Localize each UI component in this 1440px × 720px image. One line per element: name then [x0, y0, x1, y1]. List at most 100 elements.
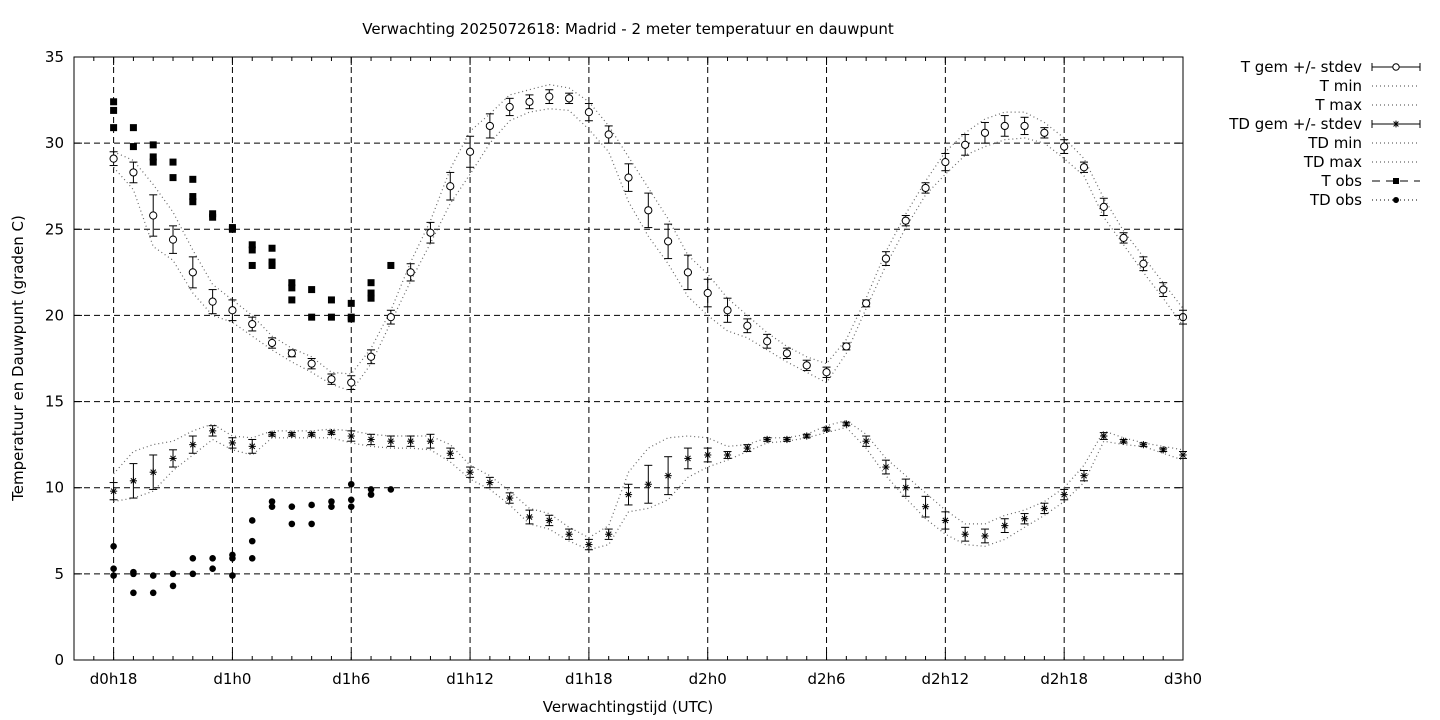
t-obs-point [308, 286, 316, 294]
td-mean-point [466, 468, 474, 476]
t-mean-point [980, 128, 990, 137]
td-obs-point [248, 537, 256, 545]
td-mean-point [644, 480, 652, 488]
t-obs-point [129, 143, 137, 151]
t-obs-point [189, 175, 197, 183]
td-obs-point [248, 517, 256, 524]
td-obs-point [308, 520, 315, 528]
y-tick-label: 15 [45, 393, 64, 411]
td-mean-point [1119, 437, 1128, 445]
td-obs-point [288, 520, 296, 528]
t-mean-point [248, 319, 257, 329]
plot-frame [73, 56, 1184, 661]
td-obs-point [189, 570, 197, 578]
t-obs-point [110, 98, 118, 106]
td-mean-point [129, 477, 138, 485]
observation-markers [110, 98, 395, 597]
y-tick-label: 20 [45, 306, 64, 324]
td-mean-point [228, 439, 237, 447]
t-obs-point [288, 284, 296, 292]
legend-label: T max [1314, 96, 1362, 114]
t-mean-point [188, 268, 197, 277]
t-mean-point [683, 268, 693, 277]
t-mean-point [129, 168, 138, 177]
t-mean-point [465, 147, 475, 156]
t-mean-point [604, 130, 613, 139]
t-mean-point [624, 173, 633, 182]
t-obs-point [129, 124, 137, 132]
t-mean-point [1060, 142, 1069, 151]
td-obs-point [149, 572, 157, 579]
legend-label: T min [1319, 77, 1362, 95]
t-mean-point [921, 183, 930, 193]
t-mean-point [1099, 202, 1108, 211]
td-mean-point [565, 530, 573, 538]
t-obs-point [367, 279, 375, 287]
legend-label: TD gem +/- stdev [1228, 115, 1362, 133]
td-mean-point [723, 451, 732, 459]
x-axis-label: Verwachtingstijd (UTC) [543, 698, 714, 716]
t-obs-point [288, 296, 296, 304]
t-mean-point [287, 349, 296, 358]
td-obs-point [209, 565, 216, 572]
td-mean-point [902, 484, 910, 492]
t-mean-point [347, 378, 356, 387]
td-mean-point [862, 437, 870, 445]
t-mean-point [307, 359, 316, 368]
t-obs-point [149, 153, 157, 161]
td-mean-point [961, 530, 969, 538]
td-mean-point [704, 451, 712, 459]
y-tick-label: 0 [54, 651, 64, 669]
y-tick-label: 5 [54, 565, 64, 583]
t-mean-point [267, 338, 277, 348]
t-mean-point [862, 299, 871, 308]
td-mean-point [1080, 472, 1088, 480]
y-tick-label: 25 [45, 220, 64, 238]
legend-label: T gem +/- stdev [1240, 58, 1362, 76]
td-obs-point [328, 503, 335, 510]
td-obs-point [347, 503, 355, 510]
legend-label: TD max [1303, 153, 1362, 171]
td-mean-point [387, 437, 395, 445]
td-mean-point [585, 540, 593, 549]
t-mean-point [426, 228, 435, 237]
t-mean-point [822, 368, 831, 377]
t-obs-point [308, 313, 316, 321]
y-tick-label: 30 [45, 134, 64, 152]
td-mean-point [169, 454, 177, 463]
td-mean-point [1159, 446, 1167, 454]
td-obs-point [308, 501, 315, 509]
td-obs-point [189, 555, 197, 562]
t-mean-point [901, 216, 910, 225]
td-mean-point [110, 487, 118, 495]
t-mean-point [366, 352, 376, 361]
td-obs-point [229, 555, 236, 562]
t-obs-point [169, 174, 177, 182]
td-mean-point [149, 468, 157, 476]
axis-ticks: 0 5 10 15 20 25 30 35 d0h18 d1h0 d1h6 d1h12 d1h18 d2h… [45, 48, 1202, 688]
td-obs-point [130, 589, 137, 597]
legend-label: T obs [1321, 172, 1363, 190]
td-mean-point [486, 478, 494, 487]
td-mean-point [327, 428, 336, 437]
x-tick-label: d1h0 [213, 670, 251, 688]
t-mean-point [208, 297, 217, 306]
t-mean-point [1020, 121, 1029, 131]
t-obs-point [248, 241, 256, 249]
td-mean-point [1020, 515, 1029, 523]
td-mean-point [506, 494, 514, 502]
t-mean-point [1159, 285, 1168, 294]
t-obs-point [248, 261, 256, 269]
td-mean-point [1060, 491, 1068, 499]
td-obs-point [149, 589, 157, 597]
t-mean-point [644, 206, 653, 215]
td-mean-point [921, 503, 930, 511]
t-mean-point [386, 313, 395, 322]
x-tick-label: d3h0 [1164, 670, 1202, 688]
td-mean-point [347, 432, 355, 440]
t-obs-point [189, 198, 197, 206]
t-mean-point [228, 306, 237, 315]
td-obs-point [110, 542, 117, 550]
td-mean-point [288, 430, 296, 438]
legend-sample-marker [1393, 178, 1399, 184]
